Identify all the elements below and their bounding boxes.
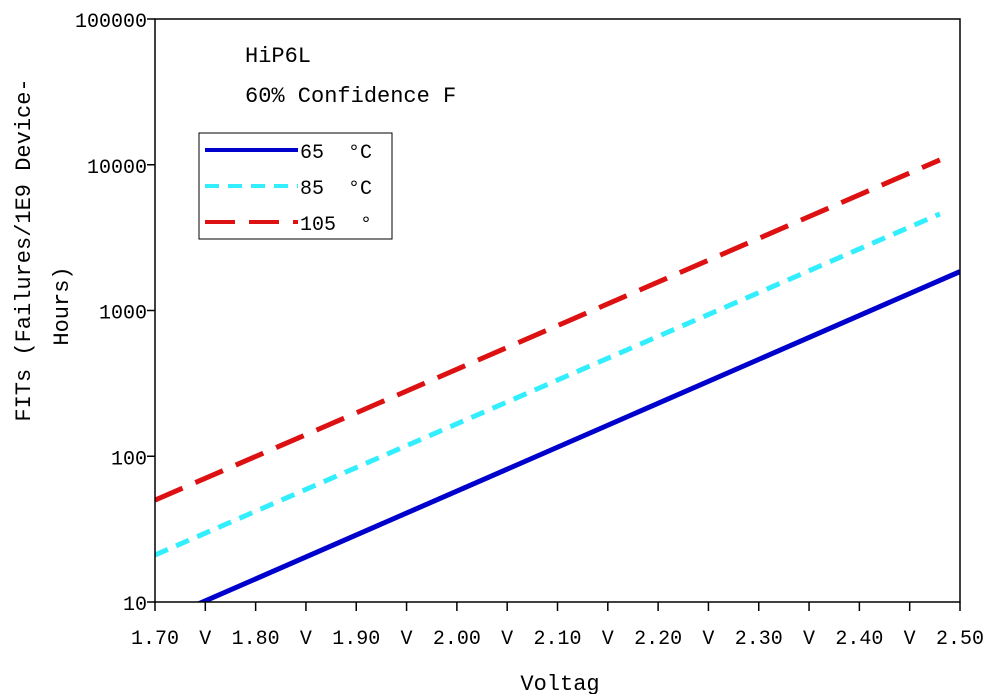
series-line-2 [155, 211, 941, 558]
x-tick-label: V [199, 628, 211, 651]
series-layer [155, 157, 960, 602]
x-tick-label: V [401, 628, 413, 651]
x-tick-label: 2.10 [533, 628, 581, 651]
x-tick-label: 2.20 [634, 628, 682, 651]
y-axis-label-line-2: Hours) [50, 266, 75, 345]
series-line-3 [155, 157, 941, 503]
x-axis-ticks: 1.70 V 1.80 V 1.90 V 2.00 V 2.10 V 2.20 V 2.30 V 2.40 V… [131, 602, 984, 651]
x-axis-label: Voltag [520, 672, 599, 694]
y-axis-label-line-1: FITs (Failures/1E9 Device- [12, 78, 37, 421]
y-tick-label: 100 [111, 448, 147, 471]
x-tick-label: 2.30 [735, 628, 783, 651]
x-tick-label: 1.80 [232, 628, 280, 651]
x-tick-label: V [501, 628, 513, 651]
x-tick-label: 2.00 [433, 628, 481, 651]
chart-title: HiP6L 60% Confidence F [245, 44, 456, 109]
legend-label-85c: 85 °C [300, 178, 372, 201]
x-tick-label: V [702, 628, 714, 651]
y-tick-label: 10 [123, 594, 147, 617]
x-tick-label: V [602, 628, 614, 651]
series-line-1 [196, 269, 960, 602]
legend: 65 °C 85 °C 105 ° [198, 132, 393, 240]
x-tick-label: V [300, 628, 312, 651]
x-tick-label: 2.40 [835, 628, 883, 651]
y-tick-label: 100000 [75, 11, 147, 34]
y-tick-label: 1000 [99, 303, 147, 326]
legend-label-105c: 105 ° [300, 214, 372, 237]
title-line-1: HiP6L [245, 44, 311, 69]
title-line-2: 60% Confidence F [245, 84, 456, 109]
legend-label-65c: 65 °C [300, 142, 372, 165]
y-axis-ticks: 10 100 1000 10000 100000 [75, 11, 155, 617]
x-tick-label: V [803, 628, 815, 651]
y-axis-label: FITs (Failures/1E9 Device- Hours) [12, 78, 75, 421]
x-tick-label: 1.90 [332, 628, 380, 651]
x-tick-label: 2.50 [936, 628, 984, 651]
y-tick-label: 10000 [87, 157, 147, 180]
x-tick-label: V [904, 628, 916, 651]
x-tick-label: 1.70 [131, 628, 179, 651]
